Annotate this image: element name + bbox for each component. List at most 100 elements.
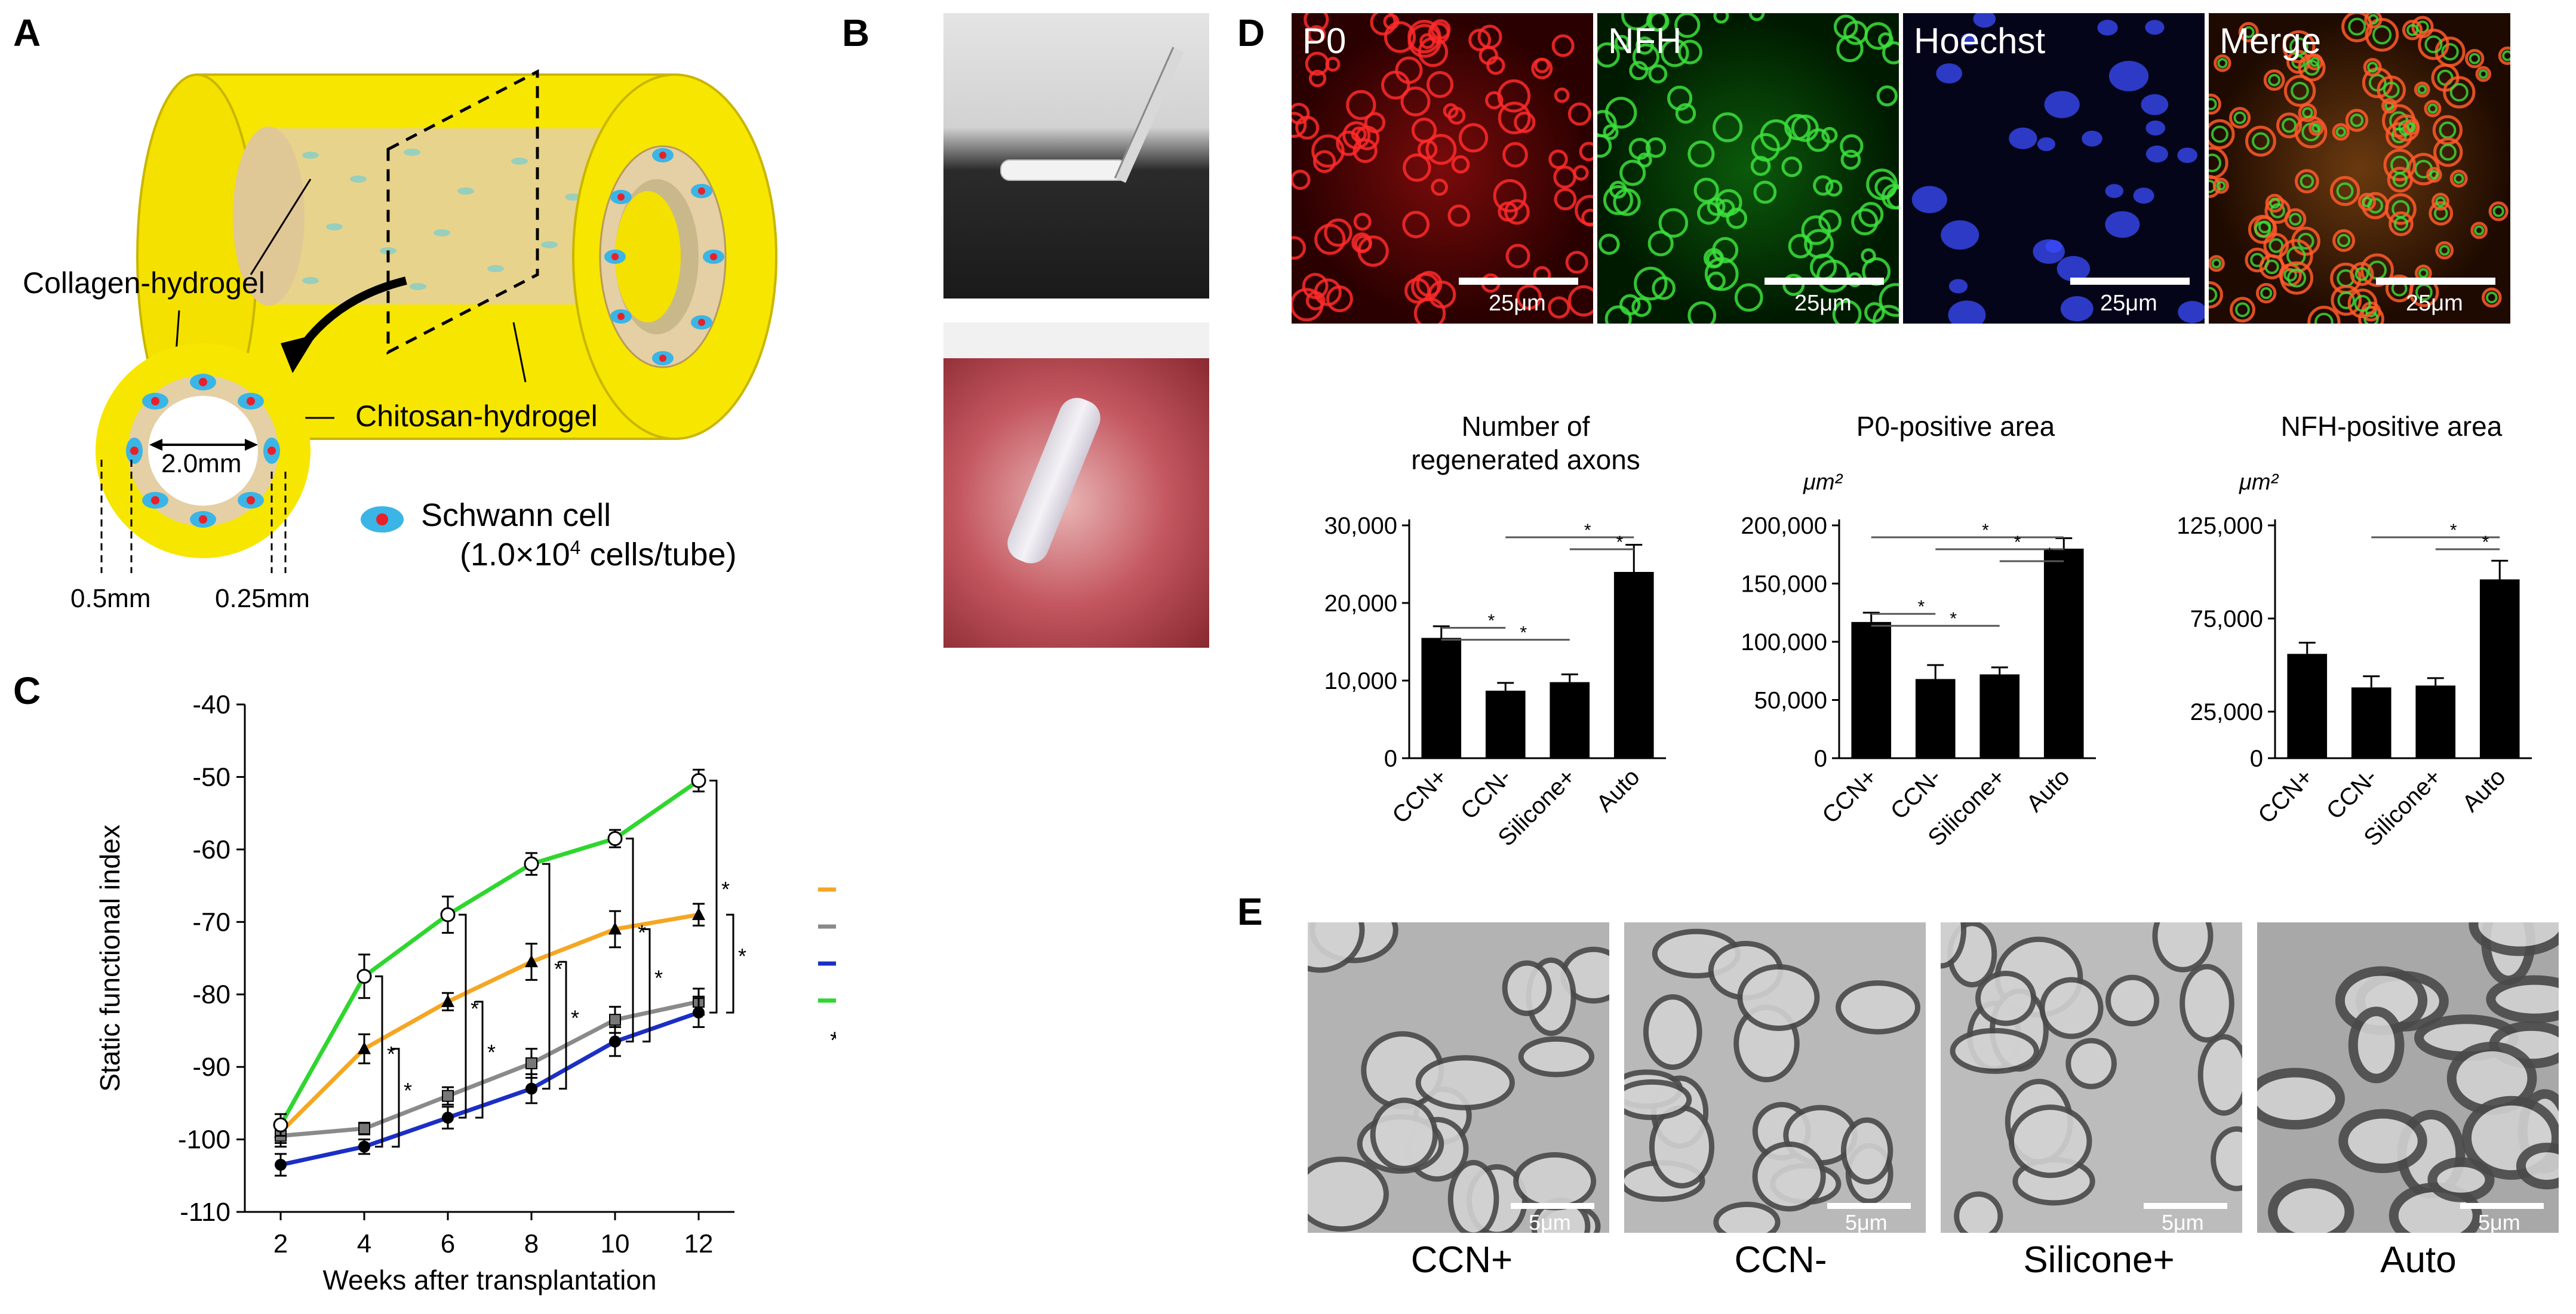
myelin-ring (1840, 134, 1864, 158)
bar-CCN- (1485, 690, 1526, 758)
data-point-Auto (440, 907, 456, 922)
nucleus (2145, 145, 2168, 163)
x-tick-label: 8 (524, 1229, 539, 1258)
axon-ring (2335, 127, 2346, 137)
myelin-ring (1403, 153, 1431, 182)
myelin-ring (1813, 175, 1834, 196)
significance-mark: * (721, 877, 730, 901)
myelin-ring (2308, 120, 2324, 136)
axon-ring (2392, 172, 2408, 187)
myelin-ring (2332, 229, 2356, 252)
myelin-ring (1661, 38, 1689, 67)
myelin-ring (1407, 20, 1441, 54)
nucleus (2145, 20, 2165, 35)
myelin-ring (2345, 109, 2369, 132)
myelin-ring (2435, 241, 2454, 260)
myelin-ring (2347, 288, 2378, 319)
data-point-Silicone+ (275, 1159, 287, 1171)
significance-bracket (542, 863, 551, 1090)
myelin-ring (2341, 13, 2373, 42)
axon-ring (2291, 81, 2309, 100)
x-tick-label: 6 (441, 1229, 455, 1258)
axon-ring (2336, 182, 2354, 200)
series-line-CCN- (280, 999, 699, 1138)
myelin-ring (2248, 214, 2277, 244)
myelin-ring (2238, 21, 2259, 42)
myelin-ring (1781, 156, 1802, 177)
myelin-ring (1614, 35, 1630, 50)
myelin-ring (2265, 193, 2285, 213)
myelin-ring (1753, 180, 1777, 204)
scale-label: 5μm (1845, 1210, 1888, 1233)
category-label: CCN- (1886, 764, 1947, 824)
myelin-ring (1648, 64, 1668, 84)
myelin-ring (2332, 123, 2350, 141)
myelin-ring (2402, 20, 2423, 41)
myelin-ring (1874, 176, 1896, 198)
bar-CCN+ (1851, 621, 1892, 758)
axon-ring (2453, 173, 2464, 184)
axon-ring (2418, 268, 2429, 279)
myelin-ring (1748, 13, 1765, 21)
myelin-ring (1381, 70, 1410, 100)
myelin-ring (1553, 165, 1576, 189)
myelin-ring (2470, 221, 2488, 239)
em-texture (1308, 922, 1609, 1233)
myelinated-axon (2065, 1038, 2117, 1090)
axon-ring (2209, 153, 2222, 173)
axon-ring (2449, 83, 2469, 102)
myelin-ring (1619, 159, 1646, 186)
category-label: CCN- (2322, 764, 2383, 824)
myelin-ring (1353, 213, 1372, 231)
micrograph-texture (1292, 13, 1593, 324)
data-point-Silicone+ (525, 1082, 537, 1095)
myelin-ring (1864, 22, 1892, 50)
myelin-ring (2294, 115, 2328, 149)
y-tick-label: 100,000 (1741, 629, 1827, 656)
axon-ring (2300, 174, 2314, 189)
em-caption-auto: Auto (2380, 1239, 2457, 1281)
myelin-ring (2245, 247, 2270, 273)
em-image-1: 5μm (1624, 922, 1926, 1233)
myelin-ring (1351, 126, 1367, 142)
nucleus (2178, 301, 2205, 324)
myelin-ring (1674, 13, 1701, 38)
axon-ring (2302, 107, 2313, 119)
myelin-ring (1677, 39, 1702, 64)
myelin-ring (1693, 177, 1719, 203)
data-point-Auto (607, 831, 623, 847)
myelinated-axon (1518, 1036, 1595, 1078)
myelin-ring (2475, 66, 2492, 82)
micro-label-p0: P0 (1302, 21, 1347, 61)
axon-ring (2393, 216, 2409, 231)
myelin-ring (1498, 201, 1518, 222)
myelin-ring (1364, 112, 1386, 134)
myelinated-axon (1840, 1117, 1893, 1185)
myelin-ring (2360, 253, 2394, 287)
axon-ring (2217, 58, 2228, 69)
myelin-ring (1788, 233, 1813, 259)
myelin-ring (1431, 179, 1449, 196)
myelin-ring (2363, 58, 2382, 77)
myelin-ring (1645, 137, 1667, 158)
axon-ring (2485, 291, 2498, 304)
micro-label-merge: Merge (2220, 21, 2322, 61)
myelin-ring (1603, 185, 1633, 216)
micrograph-texture (1911, 13, 2205, 324)
myelinated-axon (1713, 1201, 1781, 1233)
myelinated-axon (2348, 1007, 2405, 1084)
scale-bar (2460, 1203, 2544, 1209)
y-tick-label: 50,000 (1754, 688, 1827, 714)
axon-ring (2439, 245, 2450, 256)
axon-ring (2492, 205, 2504, 217)
myelin-ring (1346, 90, 1376, 121)
nucleus (1960, 33, 1978, 46)
myelin-ring (1458, 123, 1489, 153)
nucleus (2133, 187, 2154, 204)
myelinated-axon (1975, 971, 2037, 1026)
myelin-ring (1734, 283, 1763, 312)
myelin-ring (1336, 130, 1361, 156)
implanted-conduit-photo (943, 322, 1209, 648)
myelin-ring (2229, 297, 2255, 323)
axon-ring (2233, 111, 2246, 124)
